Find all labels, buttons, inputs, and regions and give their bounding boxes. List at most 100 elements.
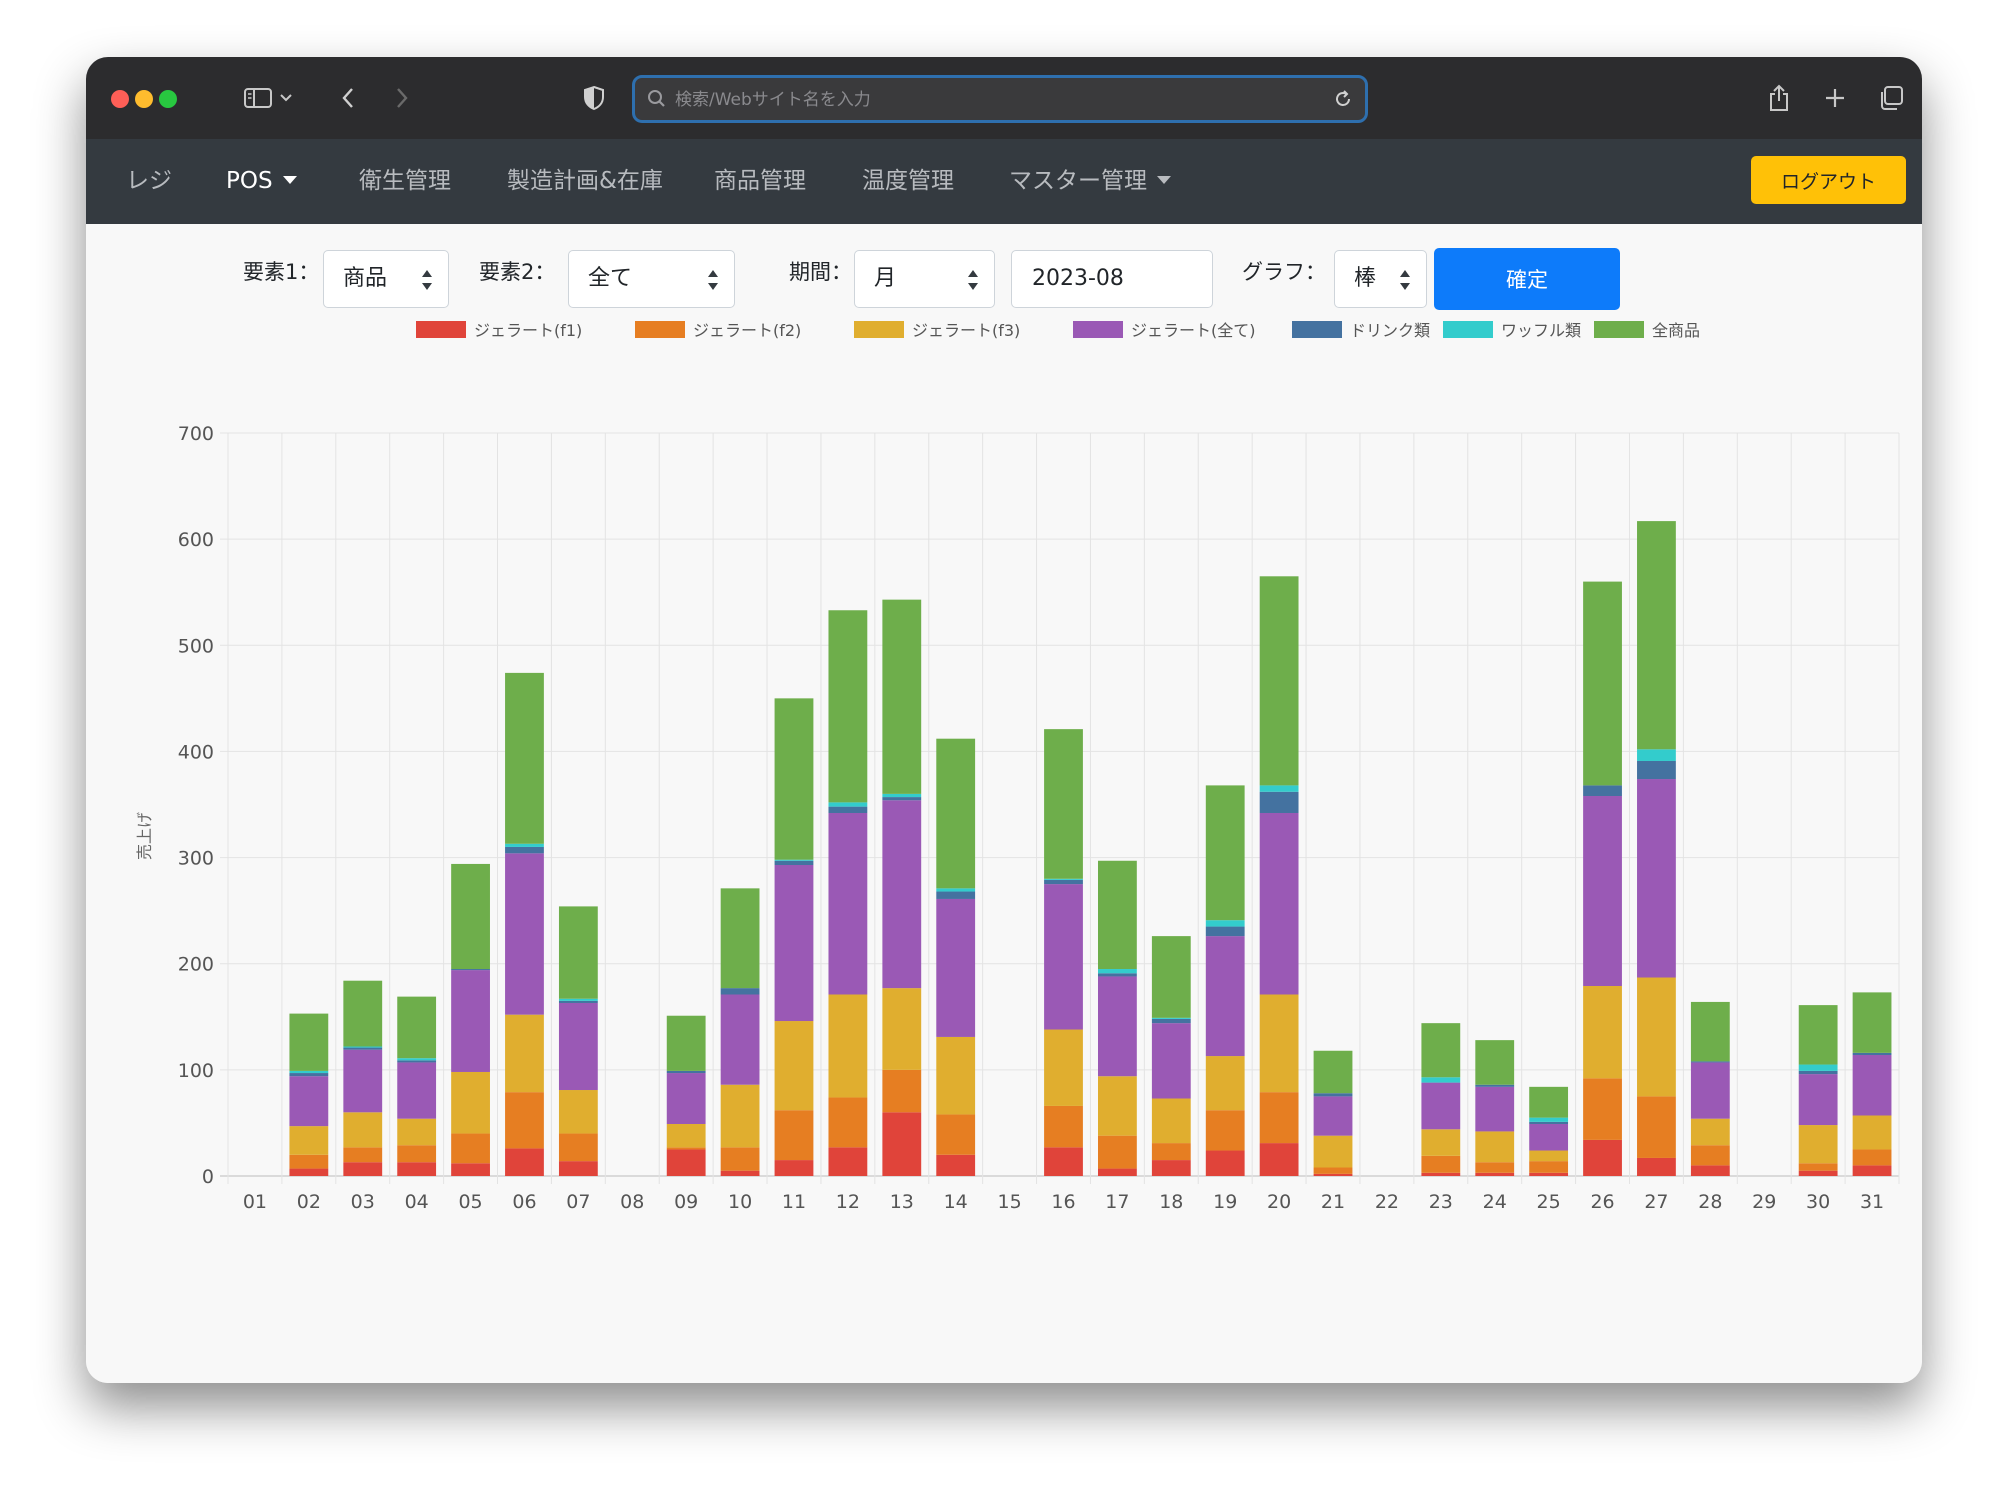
legend-label[interactable]: ジェラート(f3) xyxy=(912,321,1020,340)
bar-segment[interactable] xyxy=(1206,1151,1245,1176)
bar-segment[interactable] xyxy=(1098,861,1137,969)
bar-segment[interactable] xyxy=(721,1171,760,1176)
bar-segment[interactable] xyxy=(667,1124,706,1147)
bar-segment[interactable] xyxy=(1691,1119,1730,1146)
bar-segment[interactable] xyxy=(1206,920,1245,926)
bar-segment[interactable] xyxy=(1799,1005,1838,1064)
bar-segment[interactable] xyxy=(1475,1173,1514,1176)
bar-segment[interactable] xyxy=(667,1016,706,1071)
bar-segment[interactable] xyxy=(1475,1085,1514,1087)
bar-segment[interactable] xyxy=(1637,761,1676,779)
bar-segment[interactable] xyxy=(1799,1125,1838,1163)
bar-segment[interactable] xyxy=(1799,1171,1838,1176)
bar-segment[interactable] xyxy=(1152,1019,1191,1023)
bar-segment[interactable] xyxy=(451,1072,490,1134)
bar-segment[interactable] xyxy=(397,1145,436,1162)
bar-segment[interactable] xyxy=(1799,1065,1838,1071)
legend-swatch[interactable] xyxy=(1073,321,1123,338)
bar-segment[interactable] xyxy=(1691,1062,1730,1118)
bar-segment[interactable] xyxy=(882,800,921,988)
bar-segment[interactable] xyxy=(559,1161,598,1176)
bar-segment[interactable] xyxy=(1799,1074,1838,1125)
address-bar[interactable] xyxy=(632,75,1368,123)
bar-segment[interactable] xyxy=(775,1110,814,1160)
bar-segment[interactable] xyxy=(397,1162,436,1176)
bar-segment[interactable] xyxy=(775,865,814,1021)
bar-segment[interactable] xyxy=(828,802,867,806)
bar-segment[interactable] xyxy=(1044,1106,1083,1147)
bar-segment[interactable] xyxy=(1152,1160,1191,1176)
bar-segment[interactable] xyxy=(882,1112,921,1176)
bar-segment[interactable] xyxy=(1853,1165,1892,1176)
bar-segment[interactable] xyxy=(882,797,921,800)
bar-segment[interactable] xyxy=(1206,1056,1245,1110)
nav-item-master[interactable]: マスター管理 xyxy=(1009,139,1171,224)
legend-swatch[interactable] xyxy=(1443,321,1493,338)
bar-segment[interactable] xyxy=(828,807,867,813)
bar-segment[interactable] xyxy=(1260,792,1299,813)
bar-segment[interactable] xyxy=(1421,1129,1460,1156)
bar-segment[interactable] xyxy=(1529,1087,1568,1118)
bar-segment[interactable] xyxy=(828,994,867,1097)
bar-segment[interactable] xyxy=(721,1085,760,1148)
bar-segment[interactable] xyxy=(1044,1030,1083,1106)
bar-segment[interactable] xyxy=(1098,969,1137,973)
bar-segment[interactable] xyxy=(1529,1118,1568,1122)
bar-segment[interactable] xyxy=(1098,976,1137,1076)
reload-icon[interactable] xyxy=(1333,89,1353,113)
bar-segment[interactable] xyxy=(1314,1136,1353,1168)
forward-icon[interactable] xyxy=(380,77,424,119)
bar-segment[interactable] xyxy=(1260,994,1299,1092)
bar-segment[interactable] xyxy=(451,969,490,970)
bar-segment[interactable] xyxy=(1206,785,1245,920)
legend-label[interactable]: ジェラート(全て) xyxy=(1131,321,1256,340)
bar-segment[interactable] xyxy=(882,600,921,794)
chevron-down-icon[interactable] xyxy=(273,77,299,119)
logout-button[interactable]: ログアウト xyxy=(1751,156,1906,204)
bar-segment[interactable] xyxy=(1691,1061,1730,1062)
bar-segment[interactable] xyxy=(1260,813,1299,995)
bar-segment[interactable] xyxy=(559,1090,598,1134)
bar-segment[interactable] xyxy=(1583,1140,1622,1176)
bar-segment[interactable] xyxy=(1799,1163,1838,1170)
bar-segment[interactable] xyxy=(289,1071,328,1073)
bar-segment[interactable] xyxy=(828,1147,867,1176)
bar-segment[interactable] xyxy=(775,861,814,865)
bar-segment[interactable] xyxy=(505,1148,544,1176)
bar-segment[interactable] xyxy=(667,1149,706,1176)
bar-segment[interactable] xyxy=(289,1073,328,1076)
bar-segment[interactable] xyxy=(775,860,814,861)
bar-segment[interactable] xyxy=(1152,936,1191,1018)
zoom-window-button[interactable] xyxy=(159,90,177,108)
bar-segment[interactable] xyxy=(1853,1055,1892,1116)
bar-segment[interactable] xyxy=(559,999,598,1001)
bar-segment[interactable] xyxy=(1314,1051,1353,1093)
bar-segment[interactable] xyxy=(1421,1077,1460,1082)
bar-segment[interactable] xyxy=(1421,1023,1460,1077)
bar-segment[interactable] xyxy=(1691,1002,1730,1061)
bar-segment[interactable] xyxy=(559,1003,598,1090)
bar-segment[interactable] xyxy=(1044,1147,1083,1176)
bar-segment[interactable] xyxy=(1637,1096,1676,1158)
bar-segment[interactable] xyxy=(1421,1156,1460,1173)
bar-segment[interactable] xyxy=(559,1134,598,1162)
bar-segment[interactable] xyxy=(343,1050,382,1113)
bar-segment[interactable] xyxy=(1152,1099,1191,1144)
bar-segment[interactable] xyxy=(1475,1040,1514,1085)
legend-swatch[interactable] xyxy=(416,321,466,338)
bar-segment[interactable] xyxy=(289,1126,328,1155)
bar-segment[interactable] xyxy=(343,1162,382,1176)
bar-segment[interactable] xyxy=(936,739,975,889)
tab-overview-icon[interactable] xyxy=(1869,77,1913,119)
bar-segment[interactable] xyxy=(1044,884,1083,1029)
bar-segment[interactable] xyxy=(882,1070,921,1112)
bar-segment[interactable] xyxy=(1529,1122,1568,1124)
bar-segment[interactable] xyxy=(1637,749,1676,761)
bar-segment[interactable] xyxy=(775,698,814,859)
privacy-shield-icon[interactable] xyxy=(572,77,616,119)
minimize-window-button[interactable] xyxy=(135,90,153,108)
bar-segment[interactable] xyxy=(1799,1071,1838,1074)
bar-segment[interactable] xyxy=(289,1076,328,1126)
share-icon[interactable] xyxy=(1757,77,1801,119)
bar-segment[interactable] xyxy=(1853,992,1892,1053)
